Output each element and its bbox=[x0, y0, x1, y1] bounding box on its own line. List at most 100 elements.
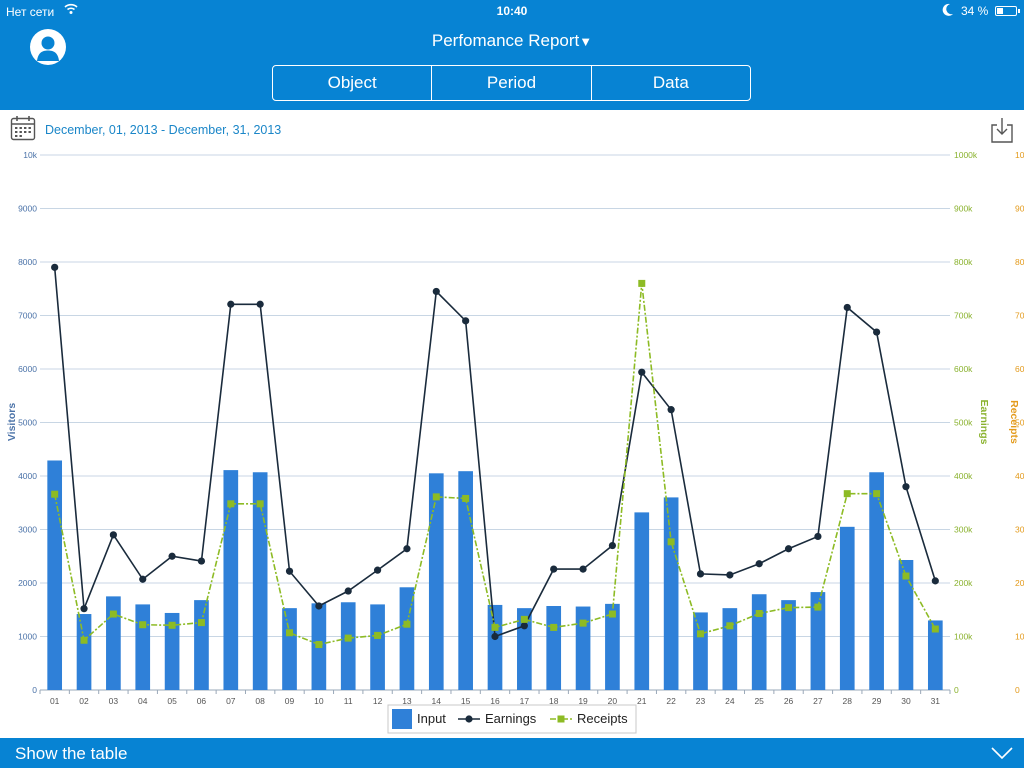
y-tick-label-receipts: 0 bbox=[1015, 685, 1020, 695]
do-not-disturb-icon bbox=[942, 3, 954, 20]
y-tick-label-earnings: 700k bbox=[954, 311, 973, 321]
download-icon[interactable] bbox=[990, 116, 1014, 149]
y-tick-label-earnings: 1000k bbox=[954, 150, 978, 160]
wifi-icon bbox=[64, 3, 78, 18]
earnings-point bbox=[285, 567, 294, 575]
earnings-point bbox=[227, 300, 235, 308]
x-tick-label: 23 bbox=[696, 696, 706, 706]
receipts-point bbox=[462, 494, 470, 502]
receipts-point bbox=[432, 493, 440, 501]
x-tick-label: 15 bbox=[461, 696, 471, 706]
y-tick-label-visitors: 7000 bbox=[18, 311, 37, 321]
bar-input bbox=[223, 470, 239, 690]
bar-input bbox=[898, 559, 914, 690]
bar-input bbox=[810, 592, 826, 690]
earnings-point bbox=[51, 263, 59, 271]
tab-object[interactable]: Object bbox=[273, 66, 433, 100]
x-tick-label: 31 bbox=[931, 696, 941, 706]
y-tick-label-earnings: 200k bbox=[954, 578, 973, 588]
earnings-point bbox=[608, 541, 617, 550]
date-range-label[interactable]: December, 01, 2013 - December, 31, 2013 bbox=[45, 123, 282, 137]
receipts-point bbox=[315, 641, 323, 649]
calendar-icon[interactable] bbox=[10, 115, 36, 146]
bar-input bbox=[722, 608, 738, 690]
earnings-point bbox=[256, 300, 264, 308]
bar-input bbox=[781, 600, 796, 690]
x-tick-label: 30 bbox=[901, 696, 911, 706]
earnings-point bbox=[902, 483, 910, 491]
tab-data[interactable]: Data bbox=[652, 73, 689, 92]
y-tick-label-visitors: 4000 bbox=[18, 471, 37, 481]
x-tick-label: 26 bbox=[784, 696, 794, 706]
earnings-point bbox=[109, 531, 117, 539]
x-tick-label: 04 bbox=[138, 696, 148, 706]
receipts-point bbox=[726, 622, 734, 630]
y-axis-title-receipts: Receipts bbox=[1008, 400, 1020, 444]
x-tick-label: 22 bbox=[666, 696, 676, 706]
receipts-point bbox=[109, 610, 117, 618]
y-axis-title-earnings: Earnings bbox=[978, 400, 990, 445]
receipts-point bbox=[579, 619, 587, 627]
bar-input bbox=[605, 603, 620, 690]
receipts-point bbox=[256, 500, 264, 508]
y-tick-label-visitors: 8000 bbox=[18, 257, 37, 267]
bar-input bbox=[927, 620, 943, 690]
x-tick-label: 21 bbox=[637, 696, 647, 706]
profile-avatar-button[interactable] bbox=[30, 29, 66, 65]
receipts-point bbox=[344, 634, 352, 642]
earnings-point bbox=[755, 560, 763, 568]
bar-input bbox=[76, 614, 92, 690]
receipts-point bbox=[638, 279, 646, 287]
bar-input bbox=[194, 600, 209, 690]
y-tick-label-receipts: 100 bbox=[1015, 632, 1024, 642]
x-tick-label: 03 bbox=[109, 696, 119, 706]
receipts-point bbox=[902, 572, 910, 580]
earnings-point bbox=[726, 571, 734, 579]
earnings-point bbox=[696, 570, 705, 578]
bar-input bbox=[399, 587, 415, 690]
bar-input bbox=[370, 604, 385, 690]
chevron-down-icon[interactable] bbox=[990, 746, 1014, 765]
y-tick-label-visitors: 1000 bbox=[18, 632, 37, 642]
tab-period[interactable]: Period bbox=[432, 66, 592, 100]
legend-swatch-receipts-point bbox=[557, 715, 565, 723]
receipts-point bbox=[139, 621, 147, 629]
footer-bar[interactable]: Show the table bbox=[0, 738, 1024, 768]
y-tick-label-earnings: 400k bbox=[954, 471, 973, 481]
y-tick-label-receipts: 400 bbox=[1015, 471, 1024, 481]
bar-input bbox=[135, 604, 151, 690]
bar-input bbox=[575, 606, 591, 690]
y-tick-label-earnings: 0 bbox=[954, 685, 959, 695]
y-tick-label-visitors: 0 bbox=[32, 685, 37, 695]
dropdown-triangle-icon: ▼ bbox=[579, 34, 593, 49]
bar-input bbox=[252, 472, 268, 690]
y-tick-label-earnings: 800k bbox=[954, 257, 973, 267]
earnings-point bbox=[843, 303, 851, 312]
receipts-point bbox=[550, 623, 558, 631]
y-tick-label-visitors: 2000 bbox=[18, 578, 37, 588]
y-axis-title-visitors: Visitors bbox=[6, 403, 18, 441]
receipts-point bbox=[696, 630, 704, 638]
date-bar: December, 01, 2013 - December, 31, 2013 bbox=[0, 110, 1024, 150]
report-title-dropdown[interactable]: Perfomance Report▼ bbox=[0, 31, 1024, 51]
x-tick-label: 07 bbox=[226, 696, 236, 706]
status-bar: Нет сети 10:40 34 % bbox=[0, 0, 1024, 22]
x-tick-label: 08 bbox=[255, 696, 265, 706]
x-tick-label: 01 bbox=[50, 696, 60, 706]
receipts-point bbox=[286, 629, 294, 637]
y-tick-label-earnings: 300k bbox=[954, 525, 973, 535]
bar-input bbox=[106, 596, 121, 690]
y-tick-label-receipts: 500 bbox=[1015, 418, 1024, 428]
show-table-button[interactable]: Show the table bbox=[15, 744, 128, 763]
clock: 10:40 bbox=[496, 4, 528, 18]
x-tick-label: 13 bbox=[402, 696, 412, 706]
y-tick-label-visitors: 6000 bbox=[18, 364, 37, 374]
earnings-point bbox=[814, 532, 822, 541]
x-tick-label: 02 bbox=[79, 696, 89, 706]
x-tick-label: 06 bbox=[197, 696, 207, 706]
x-tick-label: 09 bbox=[285, 696, 295, 706]
receipts-point bbox=[80, 636, 88, 644]
receipts-point bbox=[491, 623, 499, 631]
y-tick-label-receipts: 300 bbox=[1015, 525, 1024, 535]
bar-input bbox=[47, 460, 63, 690]
